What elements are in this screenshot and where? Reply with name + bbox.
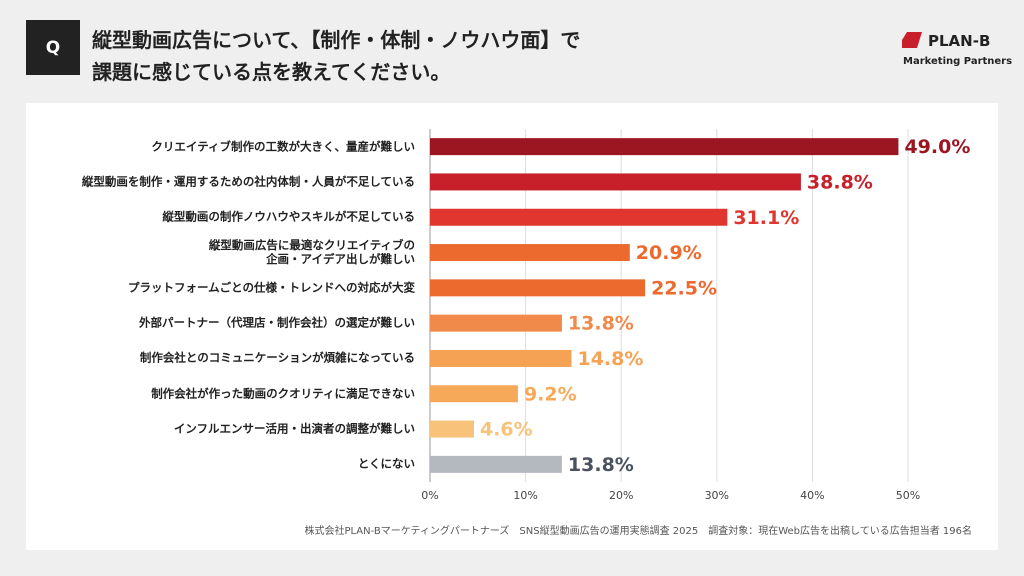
bar [430, 244, 630, 262]
title-line: 縦型動画広告について、【制作・体制・ノウハウ面】で [92, 28, 581, 52]
category-label: インフルエンサー活用・出演者の調整が難しい [173, 421, 415, 436]
x-tick-label: 10% [513, 489, 537, 502]
category-label: 制作会社が作った動画のクオリティに満足できない [151, 386, 415, 401]
category-label: クリエイティブ制作の工数が大きく、量産が難しい [151, 139, 415, 154]
x-tick-label: 20% [609, 489, 633, 502]
footer-note: 株式会社PLAN-Bマーケティングパートナーズ SNS縦型動画広告の運用実態調査… [304, 526, 972, 537]
title-line: 課題に感じている点を教えてください。 [92, 60, 451, 84]
value-label: 49.0% [904, 136, 970, 158]
value-label: 31.1% [733, 207, 799, 229]
category-label: 外部パートナー（代理店・制作会社）の選定が難しい [139, 315, 415, 330]
value-label: 13.8% [568, 313, 634, 335]
category-label: 縦型動画の制作ノウハウやスキルが不足している [162, 209, 415, 224]
x-tick-label: 50% [896, 489, 920, 502]
bar [430, 208, 728, 226]
logo-name: PLAN-B [928, 32, 991, 50]
bar [430, 173, 801, 191]
logo-tagline: Marketing Partners [903, 56, 1013, 67]
x-tick-label: 30% [705, 489, 729, 502]
category-label: 制作会社とのコミュニケーションが煩雑になっている [139, 350, 415, 365]
category-label: 縦型動画広告に最適なクリエイティブの 企画・アイデア出しが難しい [208, 237, 415, 267]
category-label: プラットフォームごとの仕様・トレンドへの対応が大変 [127, 280, 415, 295]
value-label: 20.9% [636, 242, 702, 264]
value-label: 9.2% [524, 383, 577, 405]
bar [430, 314, 562, 332]
bar [430, 420, 474, 438]
value-label: 4.6% [480, 419, 533, 441]
value-label: 14.8% [577, 348, 643, 370]
bar [430, 138, 899, 156]
question-badge: Q [26, 20, 80, 75]
value-label: 38.8% [807, 171, 873, 193]
bar [430, 385, 518, 403]
value-label: 13.8% [568, 454, 634, 476]
value-label: 22.5% [651, 277, 717, 299]
bar [430, 279, 646, 297]
category-label: とくにない [357, 456, 415, 471]
x-tick-label: 40% [800, 489, 824, 502]
bar [430, 349, 572, 367]
category-label: 縦型動画を制作・運用するための社内体制・人員が不足している [81, 174, 415, 189]
x-tick-label: 0% [421, 489, 438, 502]
bar [430, 455, 562, 473]
logo-mark [902, 32, 922, 48]
